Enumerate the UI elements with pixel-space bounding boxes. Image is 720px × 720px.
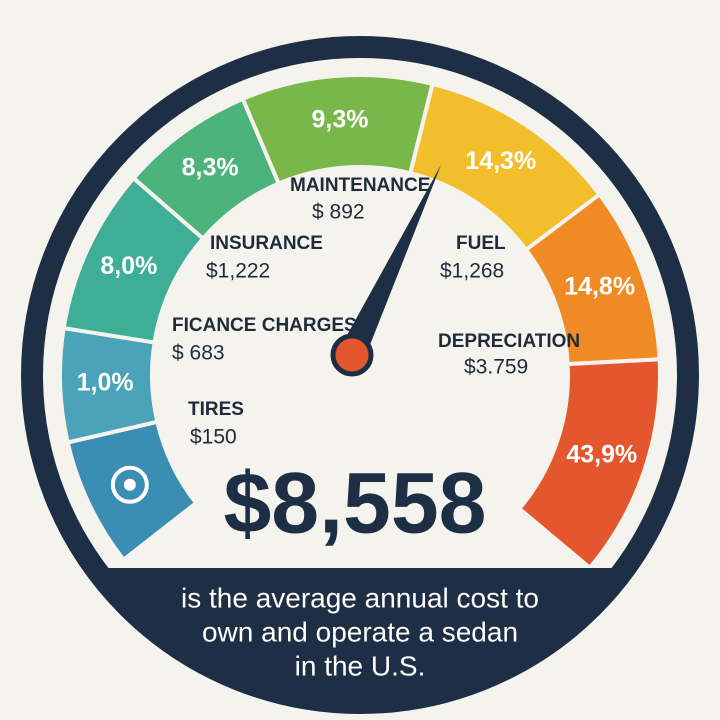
item-amount: $3.759	[464, 356, 528, 379]
gauge-segments: 1,0% 8,0% 8,3% 9,3% 14,3% 14,8% 43,9%	[58, 73, 662, 571]
segment-percent: 14,8%	[564, 272, 635, 300]
item-label: DEPRECIATION	[438, 331, 580, 352]
caption-line: is the average annual cost to	[181, 582, 539, 613]
item-label: FICANCE CHARGES	[172, 315, 357, 336]
needle	[340, 165, 441, 360]
segment-percent: 8,3%	[182, 153, 239, 181]
tire-icon	[123, 478, 136, 491]
caption-line: own and operate a sedan	[202, 616, 518, 647]
segment-percent: 8,0%	[100, 252, 157, 280]
item-label: FUEL	[456, 233, 506, 254]
gauge-segment	[516, 357, 662, 571]
segment-percent: 14,3%	[465, 147, 536, 175]
item-amount: $150	[190, 426, 237, 449]
item-amount: $ 683	[172, 342, 225, 365]
needle-pivot	[330, 333, 374, 377]
tire-icon	[110, 465, 149, 504]
segment-percent: 1,0%	[77, 369, 134, 397]
total: $8,558	[223, 456, 486, 552]
item-label: TIRES	[188, 399, 244, 420]
caption-line: in the U.S.	[295, 650, 426, 681]
item-amount: $ 892	[312, 201, 365, 224]
item-amount: $1,222	[206, 260, 270, 283]
item-label: MAINTENANCE	[290, 175, 430, 196]
segment-percent: 9,3%	[312, 105, 369, 133]
item-label: INSURANCE	[210, 233, 323, 254]
segment-percent: 43,9%	[566, 441, 637, 469]
item-amount: $1,268	[440, 260, 504, 283]
